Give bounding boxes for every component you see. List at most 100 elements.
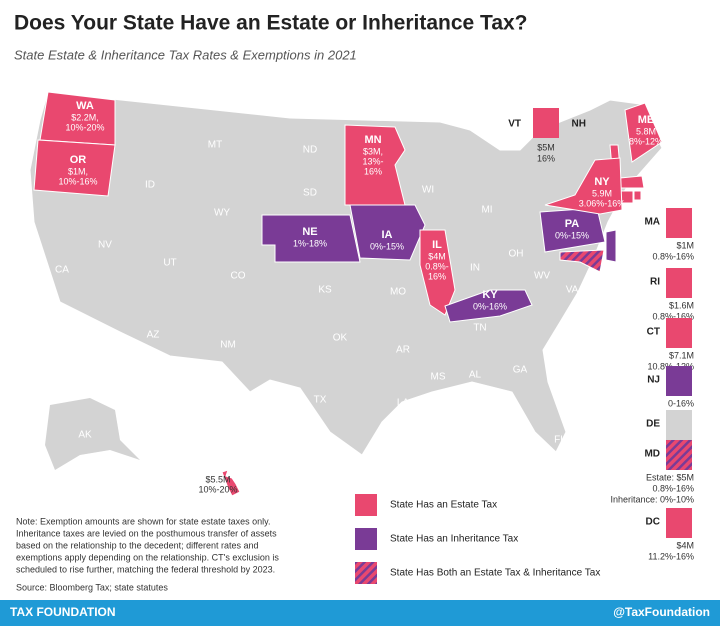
- box-rate: 0-16%: [668, 398, 694, 408]
- state-label: NM: [220, 340, 236, 351]
- state-rate: 13%-: [362, 156, 383, 166]
- state-label: FL: [554, 435, 566, 446]
- state-label: LA: [397, 398, 410, 409]
- state-rate: 0.8%-: [425, 261, 449, 271]
- box-rate: 0.8%-16%: [652, 251, 694, 261]
- footer-left: TAX FOUNDATION: [10, 605, 116, 619]
- state-label: OK: [333, 333, 348, 344]
- state-rate: 0%-15%: [370, 241, 404, 251]
- state-label: WY: [214, 208, 230, 219]
- note-line: Inheritance taxes are levied on the post…: [16, 528, 277, 538]
- state-label: GA: [513, 365, 528, 376]
- box-swatch: [666, 440, 692, 470]
- box-abbr: NH: [572, 119, 586, 130]
- state-label: CA: [55, 265, 69, 276]
- box-swatch: [666, 318, 692, 348]
- state-label: SC: [548, 345, 562, 356]
- legend-swatch: [355, 528, 377, 550]
- state-abbr: KY: [482, 289, 498, 301]
- state-rate: $1M,: [68, 166, 88, 176]
- box-abbr: VT: [508, 119, 521, 130]
- box-abbr: DE: [646, 419, 660, 430]
- box-abbr: CT: [647, 327, 660, 338]
- state-rate: 10%-16%: [58, 176, 97, 186]
- state-label: TN: [473, 323, 486, 334]
- box-rate: $5M: [537, 142, 555, 152]
- legend-label: State Has Both an Estate Tax & Inheritan…: [390, 568, 600, 579]
- state-rate: 16%: [428, 271, 446, 281]
- box-rate: 0.8%-16%: [652, 311, 694, 321]
- box-swatch: [666, 268, 692, 298]
- alaska: [45, 398, 140, 470]
- state-label: AZ: [147, 330, 160, 341]
- box-abbr: MA: [644, 217, 660, 228]
- state-label: CO: [231, 271, 246, 282]
- state-label: AR: [396, 345, 410, 356]
- state-abbr: OR: [70, 154, 87, 166]
- state-label: WV: [534, 271, 550, 282]
- box-rate: Estate: $5M: [646, 472, 694, 482]
- box-abbr: MD: [644, 449, 660, 460]
- state-rate: 0%-16%: [473, 301, 507, 311]
- state-label: UT: [163, 258, 176, 269]
- box-rate: 0.8%-16%: [652, 483, 694, 493]
- state-rate: 5.9M: [592, 188, 612, 198]
- state-label: NV: [98, 240, 112, 251]
- state-label: WI: [422, 185, 434, 196]
- state-label: MS: [431, 372, 446, 383]
- state-shape: [261, 214, 361, 263]
- ne-state: [633, 190, 642, 201]
- state-abbr: IL: [432, 239, 442, 251]
- state-label: AL: [469, 370, 482, 381]
- subtitle: State Estate & Inheritance Tax Rates & E…: [14, 47, 357, 62]
- source: Source: Bloomberg Tax; state statutes: [16, 582, 168, 592]
- state-label: SD: [303, 188, 317, 199]
- footer-right: @TaxFoundation: [613, 605, 710, 619]
- state-label: AK: [78, 430, 92, 441]
- note-line: Note: Exemption amounts are shown for st…: [16, 516, 270, 526]
- state-rate: $2.2M,: [71, 112, 99, 122]
- legend-label: State Has an Inheritance Tax: [390, 534, 518, 545]
- state-shape: [344, 124, 406, 206]
- box-swatch: [666, 410, 692, 440]
- box-rate: $4M: [676, 540, 694, 550]
- state-label: ND: [303, 145, 317, 156]
- box-rate: 16%: [537, 153, 555, 163]
- state-label: MI: [481, 205, 492, 216]
- state-rate: $3M,: [363, 146, 383, 156]
- box-swatch: [598, 108, 624, 138]
- state-abbr: ME: [638, 114, 655, 126]
- state-rate: 5.8M: [636, 126, 656, 136]
- footer-bar: [0, 600, 720, 626]
- box-rate: $7.1M: [669, 350, 694, 360]
- box-abbr: RI: [650, 277, 660, 288]
- box-swatch: [666, 366, 692, 396]
- legend-swatch: [355, 562, 377, 584]
- state-shape: [624, 102, 663, 163]
- state-shape: [221, 469, 241, 497]
- state-abbr: WA: [76, 100, 94, 112]
- state-rate: $5.5M: [205, 474, 230, 484]
- state-label: VA: [566, 285, 579, 296]
- state-rate: $4M: [428, 251, 446, 261]
- legend-label: State Has an Estate Tax: [390, 500, 497, 511]
- state-rate: 16%: [364, 166, 382, 176]
- state-abbr: NY: [594, 176, 610, 188]
- state-rate: 1%-18%: [293, 238, 327, 248]
- box-rate: 11.2%-16%: [648, 551, 694, 561]
- state-shape: [419, 229, 456, 316]
- state-rate: 8%-12%: [629, 136, 663, 146]
- state-label: TX: [314, 395, 327, 406]
- box-abbr: NJ: [647, 375, 660, 386]
- box-abbr: DC: [646, 517, 660, 528]
- note-line: scheduled to rise further, matching the …: [16, 564, 275, 574]
- us-map: [29, 91, 663, 456]
- state-abbr: IA: [382, 229, 393, 241]
- ne-state: [619, 175, 645, 189]
- state-label: IN: [470, 263, 480, 274]
- box-swatch: [666, 208, 692, 238]
- state-label: NC: [565, 315, 579, 326]
- state-abbr: MN: [364, 134, 381, 146]
- state-abbr: PA: [565, 218, 580, 230]
